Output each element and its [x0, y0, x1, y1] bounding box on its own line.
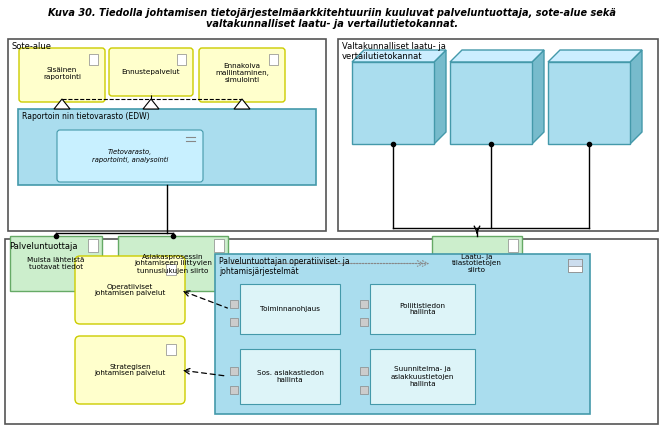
FancyBboxPatch shape: [75, 336, 185, 404]
FancyBboxPatch shape: [19, 48, 105, 102]
FancyBboxPatch shape: [199, 48, 285, 102]
Text: Muista lähteistä
tuotavat tiedot: Muista lähteistä tuotavat tiedot: [27, 257, 84, 270]
FancyBboxPatch shape: [75, 256, 185, 324]
Text: Kuva 30. Tiedolla johtamisen tietojärjestelmäarkkitehtuuriin kuuluvat palveluntu: Kuva 30. Tiedolla johtamisen tietojärjes…: [48, 8, 616, 18]
Bar: [269, 54, 278, 65]
Bar: [88, 239, 98, 252]
Bar: [8, 39, 326, 231]
Bar: [214, 239, 224, 252]
Polygon shape: [352, 50, 446, 62]
Bar: [5, 239, 658, 424]
Bar: [360, 317, 368, 326]
Text: Tietovarasto,
raportointi, analysointi: Tietovarasto, raportointi, analysointi: [92, 149, 168, 163]
Text: Raportoin nin tietovarasto (EDW): Raportoin nin tietovarasto (EDW): [22, 112, 150, 121]
Bar: [215, 254, 590, 414]
Polygon shape: [630, 50, 642, 144]
Bar: [240, 349, 340, 404]
Text: Valtakunnalliset laatu- ja
vertailutietokannat: Valtakunnalliset laatu- ja vertailutieto…: [342, 42, 446, 61]
Bar: [166, 344, 176, 355]
Bar: [432, 236, 522, 291]
Text: Asiakasprosessin
johtamiseen liittyvien
tunnuslukujen siirto: Asiakasprosessin johtamiseen liittyvien …: [134, 254, 212, 274]
Bar: [240, 284, 340, 334]
Polygon shape: [143, 99, 159, 109]
Text: Sote-alue: Sote-alue: [12, 42, 52, 51]
FancyBboxPatch shape: [57, 130, 203, 182]
Polygon shape: [548, 50, 642, 62]
Text: Palveluntuottajan operatiiviset- ja
johtamisjärjestelmät: Palveluntuottajan operatiiviset- ja joht…: [219, 257, 350, 276]
Text: Ennakoiva
mallintaminen,
simulointi: Ennakoiva mallintaminen, simulointi: [215, 63, 269, 83]
Bar: [177, 54, 186, 65]
Text: Palveluntuottaja: Palveluntuottaja: [9, 242, 78, 251]
Text: Toiminnanohjaus: Toiminnanohjaus: [260, 306, 320, 312]
Bar: [360, 367, 368, 375]
Text: Strategisen
johtamisen palvelut: Strategisen johtamisen palvelut: [94, 363, 166, 377]
FancyBboxPatch shape: [109, 48, 193, 96]
Bar: [230, 300, 238, 308]
Bar: [118, 236, 228, 291]
Bar: [230, 367, 238, 375]
Bar: [18, 109, 316, 185]
Text: valtakunnalliset laatu- ja vertailutietokannat.: valtakunnalliset laatu- ja vertailutieto…: [206, 19, 458, 29]
Bar: [370, 349, 475, 404]
Text: Laatu- ja
tilastotietojen
siirto: Laatu- ja tilastotietojen siirto: [452, 254, 502, 274]
Bar: [360, 386, 368, 394]
Text: Sos. asiakastiedon
hallinta: Sos. asiakastiedon hallinta: [257, 370, 323, 383]
Bar: [508, 239, 518, 252]
Text: Suunnitelma- ja
asiakkuustietojen
hallinta: Suunnitelma- ja asiakkuustietojen hallin…: [391, 366, 454, 387]
Bar: [568, 259, 582, 266]
Bar: [230, 317, 238, 326]
Polygon shape: [54, 99, 70, 109]
Text: Ennustepalvelut: Ennustepalvelut: [122, 69, 180, 75]
Bar: [352, 62, 434, 144]
Text: Poliitistiedon
hallinta: Poliitistiedon hallinta: [400, 302, 446, 315]
Bar: [166, 264, 176, 275]
Bar: [450, 62, 532, 144]
Bar: [568, 259, 582, 272]
Bar: [370, 284, 475, 334]
Polygon shape: [450, 50, 544, 62]
Bar: [10, 236, 102, 291]
Bar: [548, 62, 630, 144]
Text: Operatiiviset
johtamisen palvelut: Operatiiviset johtamisen palvelut: [94, 284, 166, 296]
Bar: [360, 300, 368, 308]
Polygon shape: [532, 50, 544, 144]
Bar: [338, 39, 658, 231]
Polygon shape: [234, 99, 250, 109]
Text: Sisäinen
raportointi: Sisäinen raportointi: [43, 66, 81, 79]
Bar: [230, 386, 238, 394]
Bar: [89, 54, 98, 65]
Polygon shape: [434, 50, 446, 144]
